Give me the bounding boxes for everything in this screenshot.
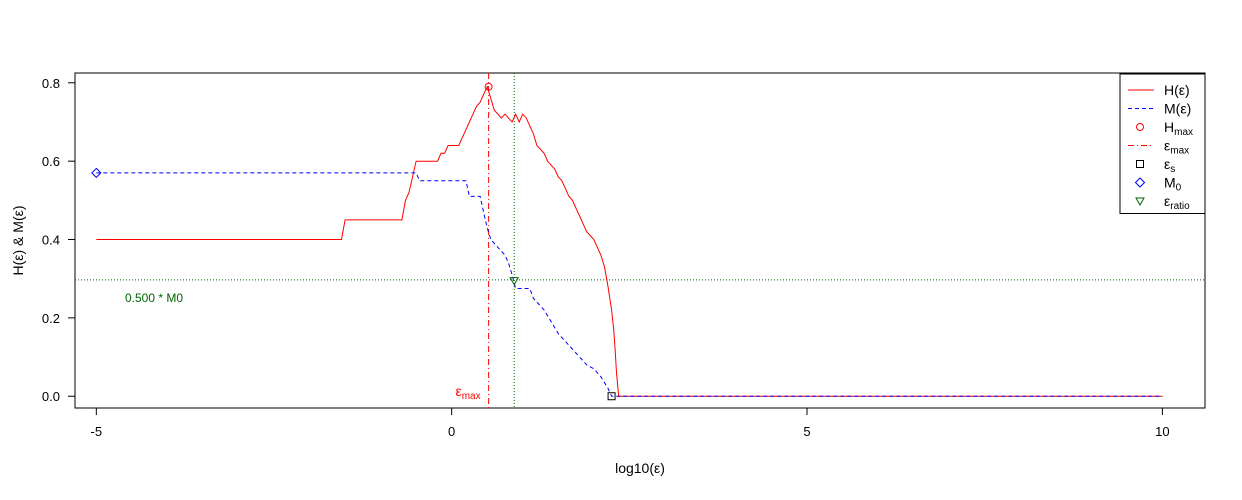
- plot-frame: [74, 72, 1206, 409]
- legend-label-epsmax: εmax: [1164, 138, 1189, 157]
- markers: [91, 82, 616, 401]
- half-m0-label: 0.500 * M0: [125, 291, 183, 305]
- legend-swatch-Hmax: [1136, 123, 1144, 131]
- x-axis-label: log10(ε): [615, 460, 665, 476]
- legend-box: [1119, 73, 1206, 214]
- legend-label-H: H(ε): [1164, 82, 1190, 98]
- legend-swatch-epsratio: [1135, 197, 1145, 207]
- legend-label-Hmax: Hmax: [1164, 119, 1193, 138]
- x-tick-label: 0: [448, 424, 455, 439]
- legend-swatch-epss: [1136, 160, 1144, 168]
- series-line-H: [96, 85, 1163, 397]
- y-tick-label: 0.8: [42, 76, 60, 91]
- series-line-M: [96, 172, 1163, 397]
- series-lines: [96, 85, 1163, 397]
- reference-lines: [75, 73, 1205, 408]
- x-tick-label: 10: [1155, 424, 1169, 439]
- m0-marker: [91, 167, 102, 179]
- x-tick-label: 5: [803, 424, 810, 439]
- y-tick-label: 0.2: [42, 311, 60, 326]
- axes: -5 0 5 10 0.0 0.2 0.4 0.6 0.8 log10(ε) H(ε) & M(ε): [10, 76, 1170, 476]
- eps-max-label: εmax: [455, 383, 480, 402]
- y-tick-label: 0.0: [42, 389, 60, 404]
- legend-swatch-M0: [1134, 177, 1146, 188]
- y-tick-label: 0.4: [42, 233, 60, 248]
- annotations: 0.500 * M0 εmax: [125, 291, 481, 402]
- legend-label-M0: M0: [1164, 175, 1182, 194]
- y-tick-label: 0.6: [42, 154, 60, 169]
- legend-label-M: M(ε): [1164, 101, 1191, 117]
- eps-s-marker: [607, 392, 616, 401]
- eps-ratio-marker: [509, 277, 520, 286]
- x-tick-label: -5: [91, 424, 103, 439]
- hmax-marker: [484, 82, 493, 91]
- y-axis-label: H(ε) & M(ε): [10, 205, 26, 275]
- legend-label-epss: εs: [1164, 156, 1175, 175]
- legend-label-epsratio: εratio: [1164, 193, 1190, 212]
